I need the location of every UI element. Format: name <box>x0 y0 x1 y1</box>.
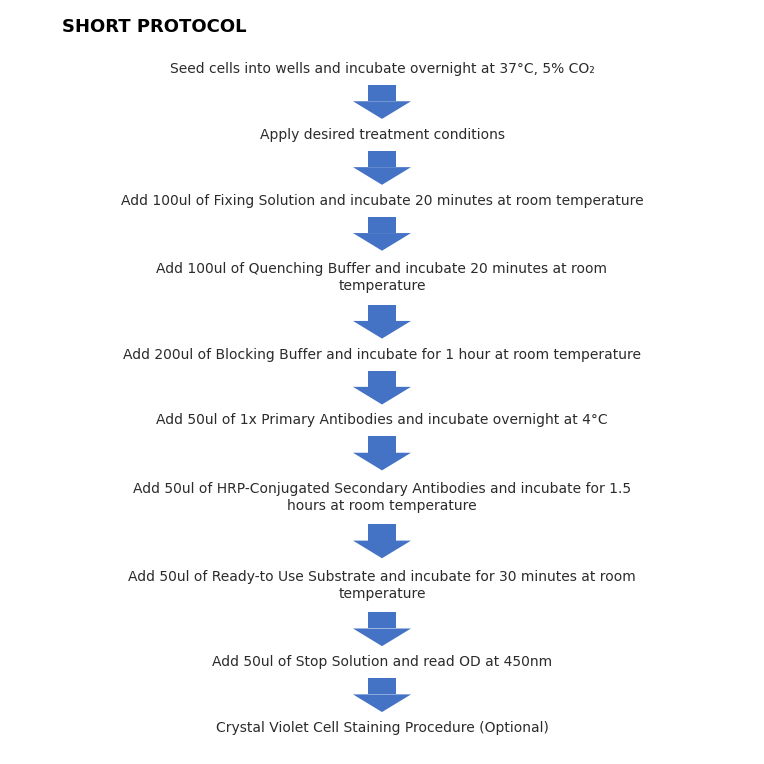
Text: Apply desired treatment conditions: Apply desired treatment conditions <box>260 128 504 142</box>
FancyBboxPatch shape <box>368 371 396 387</box>
Polygon shape <box>353 321 411 338</box>
FancyBboxPatch shape <box>368 678 396 694</box>
Text: Add 50ul of 1x Primary Antibodies and incubate overnight at 4°C: Add 50ul of 1x Primary Antibodies and in… <box>156 413 608 428</box>
Polygon shape <box>353 233 411 251</box>
FancyBboxPatch shape <box>368 305 396 321</box>
Text: Add 50ul of Stop Solution and read OD at 450nm: Add 50ul of Stop Solution and read OD at… <box>212 655 552 669</box>
Polygon shape <box>353 102 411 119</box>
Polygon shape <box>353 541 411 558</box>
Text: Add 50ul of Ready-to Use Substrate and incubate for 30 minutes at room
temperatu: Add 50ul of Ready-to Use Substrate and i… <box>128 570 636 601</box>
Text: Add 50ul of HRP-Conjugated Secondary Antibodies and incubate for 1.5
hours at ro: Add 50ul of HRP-Conjugated Secondary Ant… <box>133 482 631 513</box>
Polygon shape <box>353 629 411 646</box>
Text: Seed cells into wells and incubate overnight at 37°C, 5% CO₂: Seed cells into wells and incubate overn… <box>170 62 594 76</box>
Polygon shape <box>353 387 411 404</box>
FancyBboxPatch shape <box>368 217 396 233</box>
Polygon shape <box>353 167 411 185</box>
Polygon shape <box>353 694 411 712</box>
Text: Add 200ul of Blocking Buffer and incubate for 1 hour at room temperature: Add 200ul of Blocking Buffer and incubat… <box>123 348 641 361</box>
Text: Add 100ul of Quenching Buffer and incubate 20 minutes at room
temperature: Add 100ul of Quenching Buffer and incuba… <box>157 262 607 293</box>
FancyBboxPatch shape <box>368 524 396 541</box>
FancyBboxPatch shape <box>368 612 396 629</box>
FancyBboxPatch shape <box>368 436 396 453</box>
Text: SHORT PROTOCOL: SHORT PROTOCOL <box>62 18 247 36</box>
Text: Crystal Violet Cell Staining Procedure (Optional): Crystal Violet Cell Staining Procedure (… <box>215 721 549 735</box>
Text: Add 100ul of Fixing Solution and incubate 20 minutes at room temperature: Add 100ul of Fixing Solution and incubat… <box>121 194 643 208</box>
FancyBboxPatch shape <box>368 151 396 167</box>
Polygon shape <box>353 453 411 471</box>
FancyBboxPatch shape <box>368 85 396 102</box>
